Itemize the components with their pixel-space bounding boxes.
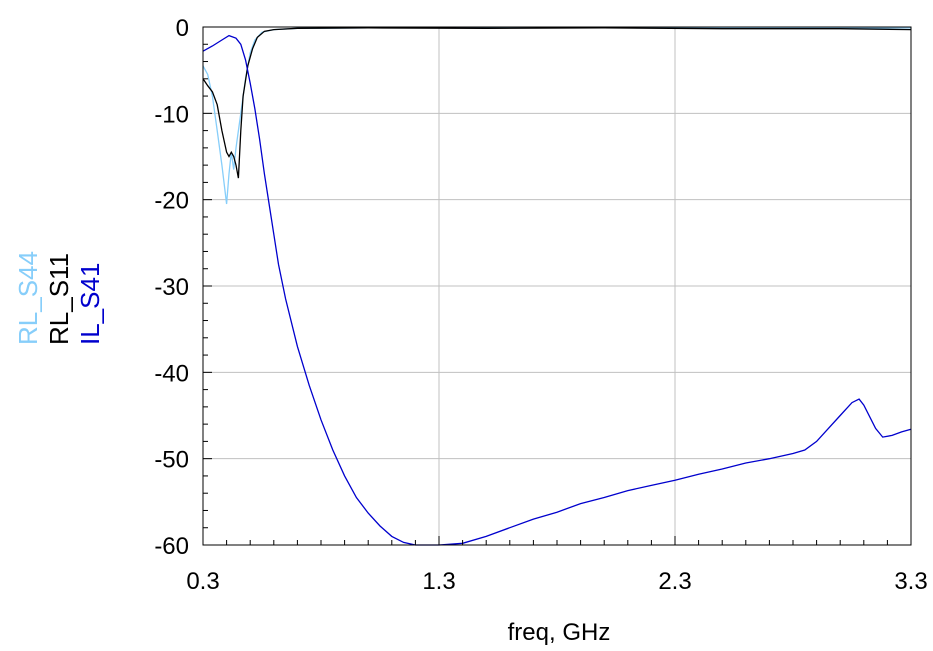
legend: RL_S44 RL_S11 IL_S41 — [13, 251, 105, 345]
grid — [202, 26, 912, 546]
series-line-rl-s11 — [202, 27, 912, 179]
legend-label-rl-s11: RL_S11 — [44, 253, 74, 345]
y-tick-label: -50 — [154, 447, 189, 474]
axis-tick-labels: 0 -10 -20 -30 -40 -50 -60 0.3 1.3 2.3 3.3 — [154, 15, 927, 595]
series-line-rl-s44 — [202, 27, 911, 205]
y-tick-label: -60 — [154, 533, 189, 560]
x-tick-label: 2.3 — [658, 568, 691, 595]
y-tick-label: 0 — [176, 15, 189, 42]
legend-label-rl-s44: RL_S44 — [13, 251, 43, 345]
y-tick-label: -30 — [154, 274, 189, 301]
y-tick-label: -40 — [154, 360, 189, 387]
x-axis-title: freq, GHz — [508, 619, 611, 646]
series-group — [202, 27, 912, 546]
x-tick-label: 0.3 — [186, 568, 219, 595]
legend-label-il-s41: IL_S41 — [75, 263, 105, 345]
y-tick-label: -10 — [154, 101, 189, 128]
series-line-il-s41 — [202, 34, 912, 546]
y-tick-label: -20 — [154, 188, 189, 215]
x-tick-label: 1.3 — [422, 568, 455, 595]
x-tick-label: 3.3 — [894, 568, 927, 595]
minor-ticks — [202, 26, 912, 546]
